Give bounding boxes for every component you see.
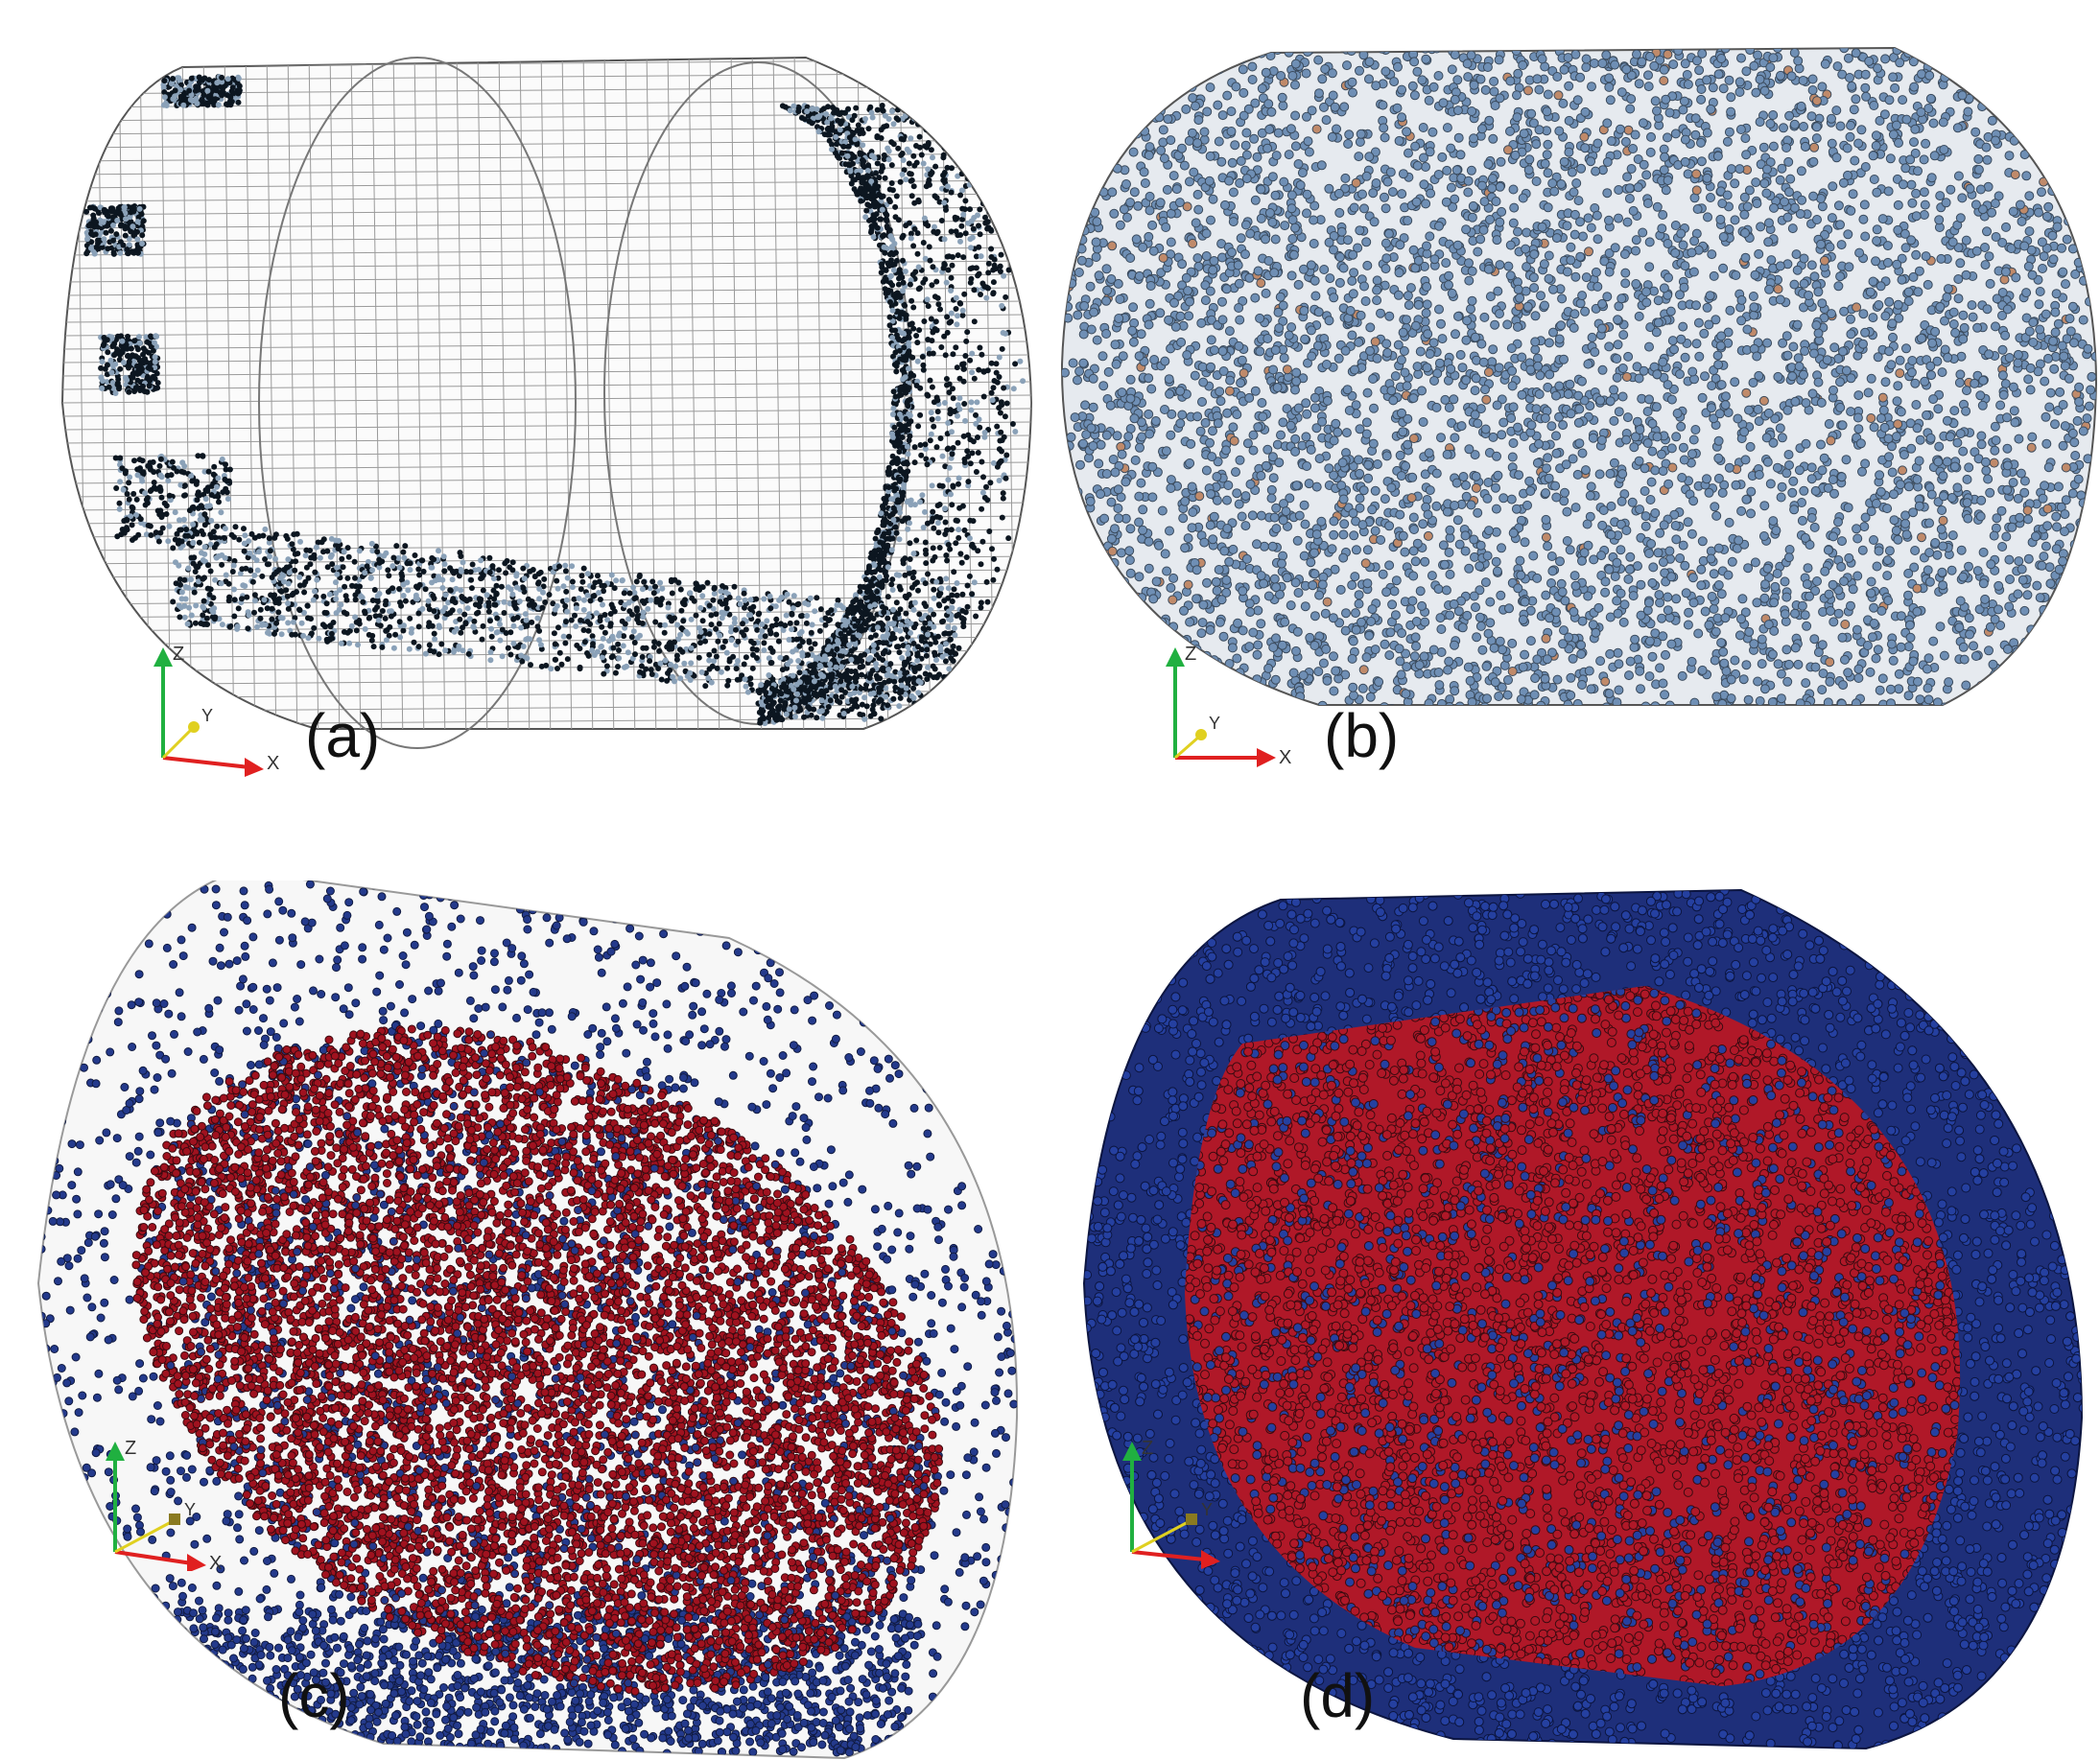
axis-triad-icon: Z Y X: [106, 1438, 222, 1571]
capsule-outline: [60, 56, 1033, 730]
panel-label-d: (d): [1300, 1665, 1375, 1726]
capsule-mixing-view-c: [36, 880, 1019, 1760]
capsule-mixing-view-d: [1082, 888, 2084, 1750]
panel-label-b: (b): [1324, 705, 1399, 766]
panel-a: Z Y X (a): [0, 0, 1050, 880]
particle-cloud: [38, 880, 1018, 1758]
panel-b: Z Y X (b): [1050, 0, 2100, 880]
axis-triad-icon: Z Y X: [1166, 644, 1291, 768]
panel-c: Z Y X (c): [0, 880, 1050, 1760]
panel-label-c: (c): [278, 1665, 350, 1726]
capsule-particle-view-b: [1060, 46, 2098, 706]
axis-triad-icon: Z Y: [1122, 1438, 1220, 1569]
capsule-mesh-view-a: [60, 56, 1033, 749]
panel-label-a: (a): [305, 705, 380, 766]
panel-d: Z Y (d): [1050, 880, 2100, 1760]
particle-cloud: [83, 74, 1026, 727]
axis-triad-icon: Z Y X: [153, 644, 279, 777]
